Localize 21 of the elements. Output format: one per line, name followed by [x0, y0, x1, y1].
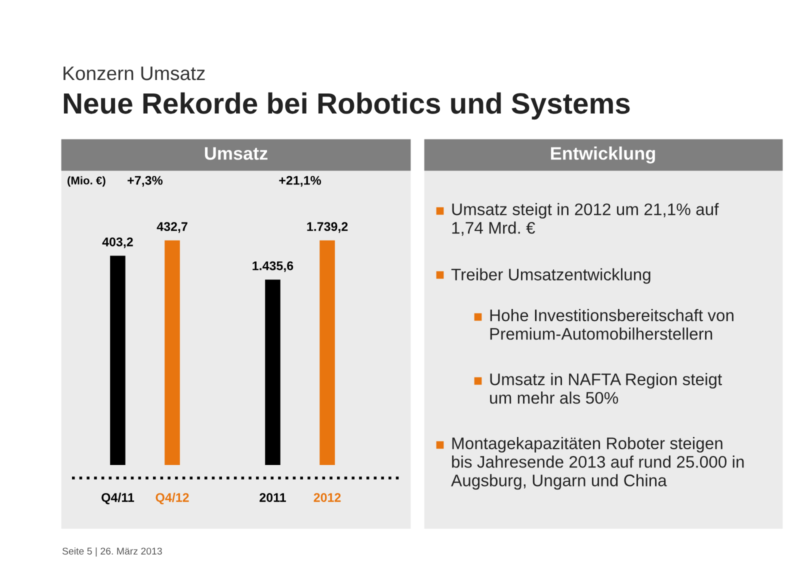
- data-label: 403,2: [102, 237, 133, 248]
- data-label: 1.739,2: [307, 222, 348, 233]
- text: Umsatz: [204, 147, 268, 160]
- y-axis-title: (Mio. €): [68, 176, 106, 187]
- x-tick-label: Q4/11: [102, 492, 134, 504]
- text: Umsatz steigt in 2012 um 21,1% auf 1,74 Mrd. €: [452, 203, 719, 236]
- text: Hohe Investitionsbereitschaft von Premium-Automobilherstellern: [490, 309, 734, 340]
- x-tick-label: 2012: [314, 493, 341, 502]
- text: Entwicklung: [551, 146, 655, 164]
- text: Montagekapazitäten Roboter steigen bis Jahresende 2013 auf rund 25.000 in Augsburg, Ungarn und China: [451, 437, 744, 490]
- text: +21,1%: [279, 176, 322, 187]
- text: +7,3%: [128, 176, 163, 187]
- data-label: 432,7: [156, 222, 188, 233]
- text: Konzern Umsatz: [64, 66, 205, 80]
- text: Treiber Umsatzentwicklung: [451, 268, 650, 284]
- x-tick-label: Q4/12: [156, 492, 189, 504]
- x-tick-label: 2011: [260, 493, 286, 502]
- text: Umsatz in NAFTA Region steigt um mehr als 50%: [490, 373, 722, 404]
- data-label: 1.435,6: [252, 261, 294, 272]
- text: Seite 5 | 26. März 2013: [62, 547, 162, 557]
- text: Neue Rekorde bei Robotics und Systems: [64, 92, 630, 120]
